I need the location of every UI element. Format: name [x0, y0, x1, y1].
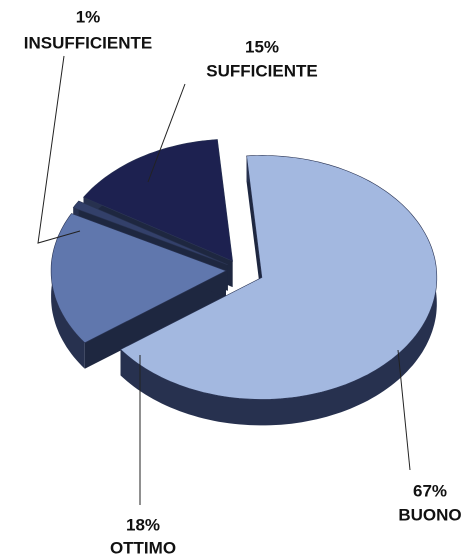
value-label: 18%: [126, 515, 160, 534]
category-label: OTTIMO: [110, 538, 176, 557]
value-label: 15%: [245, 37, 279, 56]
category-label: SUFFICIENTE: [206, 61, 317, 80]
slice-side: [246, 155, 262, 304]
slice: [50, 213, 227, 344]
slice-side: [84, 270, 226, 369]
slice: [82, 139, 233, 262]
category-label: INSUFFICIENTE: [24, 33, 152, 52]
slice: [120, 155, 438, 400]
value-label: 67%: [413, 481, 447, 500]
category-label: BUONO: [398, 505, 461, 524]
slice: [72, 200, 228, 266]
pie: [50, 139, 438, 426]
slice-side: [120, 155, 437, 426]
value-label: 1%: [76, 7, 101, 26]
leader-line: [397, 349, 411, 471]
leader-line: [147, 83, 186, 183]
leader-line: [37, 55, 81, 244]
